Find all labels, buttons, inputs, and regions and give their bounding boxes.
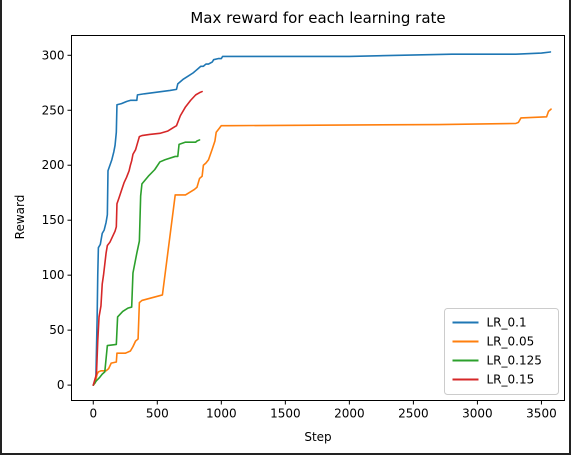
x-tick-label: 3000 bbox=[462, 407, 493, 421]
legend-label: LR_0.1 bbox=[487, 316, 527, 330]
legend-label: LR_0.05 bbox=[487, 335, 535, 349]
series-line-3 bbox=[92, 139, 201, 386]
x-tick-label: 1500 bbox=[270, 407, 301, 421]
y-tick-label: 0 bbox=[57, 378, 65, 392]
series-line-4 bbox=[92, 90, 203, 386]
legend: LR_0.1 LR_0.05 LR_0.125 LR_0.15 bbox=[444, 308, 559, 395]
x-axis-label: Step bbox=[304, 430, 331, 444]
y-axis-label: Reward bbox=[13, 195, 27, 240]
y-tick-label: 250 bbox=[42, 103, 65, 117]
legend-label: LR_0.125 bbox=[487, 354, 542, 368]
series-line-1 bbox=[92, 51, 552, 386]
x-tick-label: 0 bbox=[89, 407, 97, 421]
y-tick-label: 300 bbox=[42, 48, 65, 62]
y-tick-label: 200 bbox=[42, 158, 65, 172]
plot-area bbox=[71, 35, 565, 401]
legend-label: LR_0.15 bbox=[487, 373, 535, 387]
x-tick-label: 1000 bbox=[206, 407, 237, 421]
legend-box bbox=[444, 308, 559, 395]
x-tick-label: 3500 bbox=[526, 407, 557, 421]
x-tick-label: 2500 bbox=[398, 407, 429, 421]
x-tick-label: 500 bbox=[146, 407, 169, 421]
y-tick-label: 150 bbox=[42, 213, 65, 227]
y-tick-label: 50 bbox=[49, 323, 64, 337]
x-ticks: 0 500 1000 1500 2000 2500 3000 3500 bbox=[89, 400, 557, 421]
series-line-2 bbox=[92, 108, 552, 386]
y-tick-label: 100 bbox=[42, 268, 65, 282]
chart-title: Max reward for each learning rate bbox=[190, 9, 445, 27]
series-layer bbox=[92, 51, 552, 386]
x-tick-label: 2000 bbox=[334, 407, 365, 421]
y-ticks: 0 50 100 150 200 250 300 bbox=[42, 48, 72, 392]
